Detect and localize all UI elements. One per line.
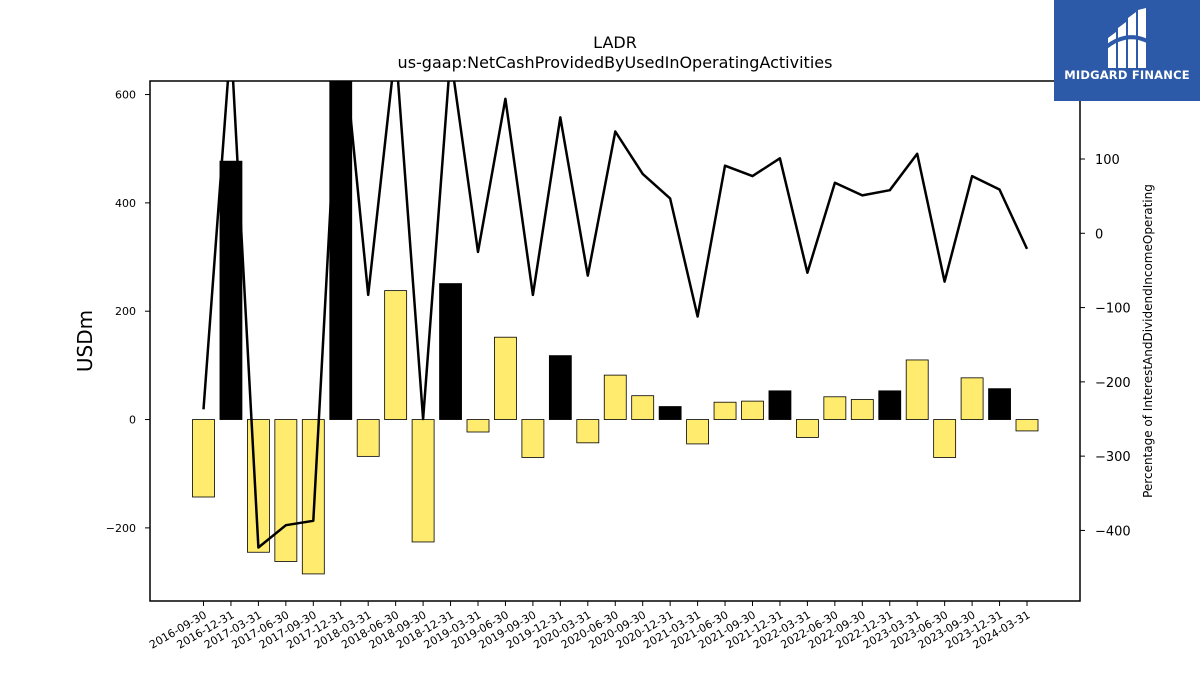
y2-tick-label: −400 — [1095, 524, 1131, 539]
y2-tick-label: −100 — [1095, 302, 1131, 317]
bar — [576, 419, 600, 444]
y2-tick-label: 100 — [1095, 153, 1120, 168]
y-tick-label: 0 — [129, 414, 136, 427]
y2-tick-label: 0 — [1095, 227, 1103, 242]
bar — [494, 336, 517, 420]
logo-mark-icon — [1103, 8, 1150, 68]
y2-axis-label: Percentage of InterestAndDividendIncomeO… — [1141, 184, 1155, 498]
axes: −2000200400600−400−300−200−10001002016-0… — [106, 80, 1131, 652]
bar — [658, 406, 682, 420]
bar — [192, 419, 215, 498]
chart-title: LADR — [593, 33, 637, 52]
bar — [631, 395, 655, 420]
bar — [466, 419, 490, 433]
bar — [933, 419, 957, 458]
y-tick-label: 600 — [115, 89, 136, 102]
y-tick-label: 200 — [115, 305, 136, 318]
bar — [384, 290, 408, 420]
bar — [548, 355, 572, 420]
bar — [905, 359, 929, 420]
line-series — [202, 81, 1029, 549]
y-axis-label: USDm — [73, 310, 97, 372]
bar — [603, 374, 627, 420]
y2-tick-label: −300 — [1095, 450, 1131, 465]
bar — [741, 400, 764, 420]
bar — [411, 419, 435, 543]
bar — [878, 390, 902, 420]
bar — [988, 388, 1011, 420]
bar — [521, 419, 545, 458]
bar — [823, 396, 847, 420]
line-path — [202, 81, 1029, 549]
bar — [850, 399, 874, 420]
bar — [796, 419, 819, 438]
bar — [301, 419, 325, 575]
y-tick-label: −200 — [106, 522, 136, 535]
logo-text: MIDGARD FINANCE — [1064, 68, 1190, 82]
bar-series — [192, 81, 1039, 575]
bar — [356, 419, 380, 457]
y2-tick-label: −200 — [1095, 376, 1131, 391]
y-tick-label: 400 — [115, 197, 136, 210]
chart-subtitle: us-gaap:NetCashProvidedByUsedInOperating… — [398, 53, 833, 72]
bar — [219, 160, 243, 420]
bar — [686, 419, 709, 445]
bar — [713, 401, 737, 420]
bar — [1015, 419, 1039, 432]
bar — [768, 390, 792, 420]
bar — [274, 419, 298, 562]
bar — [439, 283, 462, 420]
brand-logo: MIDGARD FINANCE — [1054, 0, 1200, 101]
bar — [960, 377, 984, 420]
